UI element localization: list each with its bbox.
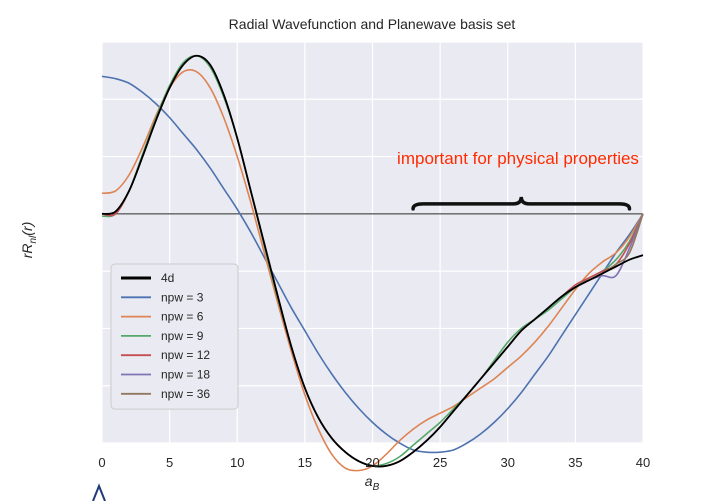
x-tick-label: 35 <box>568 455 582 470</box>
legend-label: npw = 36 <box>161 387 210 401</box>
legend-label: npw = 9 <box>161 329 204 343</box>
x-tick-label: 40 <box>636 455 650 470</box>
arrow-up-icon <box>92 483 106 501</box>
legend: 4d npw = 3 npw = 6 npw = 9 npw = 12 npw = 18 n… <box>110 263 239 410</box>
series-layer <box>101 54 644 472</box>
x-tick-label: 20 <box>365 455 379 470</box>
x-axis-label-main: a <box>365 473 373 489</box>
y-axis-label-main: rR <box>19 244 35 259</box>
x-tick-label: 5 <box>166 455 173 470</box>
legend-frame <box>110 263 239 410</box>
x-tick-label: 15 <box>298 455 312 470</box>
annotation-text: important for physical properties <box>397 149 639 168</box>
legend-label: npw = 12 <box>161 348 210 362</box>
x-tick-label: 10 <box>230 455 244 470</box>
legend-label: 4d <box>161 271 174 285</box>
series-line-4d <box>101 54 644 468</box>
y-axis-label-sub: nl <box>28 235 39 244</box>
x-axis-label: aB <box>365 473 380 493</box>
legend-label: npw = 18 <box>161 368 210 382</box>
x-tick-label: 0 <box>98 455 105 470</box>
y-axis-label-tail: (r) <box>19 222 35 236</box>
x-tick-label: 25 <box>433 455 447 470</box>
legend-label: npw = 3 <box>161 290 204 304</box>
x-tick-labels: 0 5 10 15 20 25 30 35 40 <box>98 455 650 470</box>
x-axis-label-sub: B <box>373 482 380 493</box>
y-axis-label: rRnl(r) <box>19 222 39 259</box>
x-tick-label: 30 <box>501 455 515 470</box>
legend-label: npw = 6 <box>161 310 204 324</box>
chart-title: Radial Wavefunction and Planewave basis … <box>229 16 516 32</box>
series-line-npw-3 <box>101 75 644 454</box>
